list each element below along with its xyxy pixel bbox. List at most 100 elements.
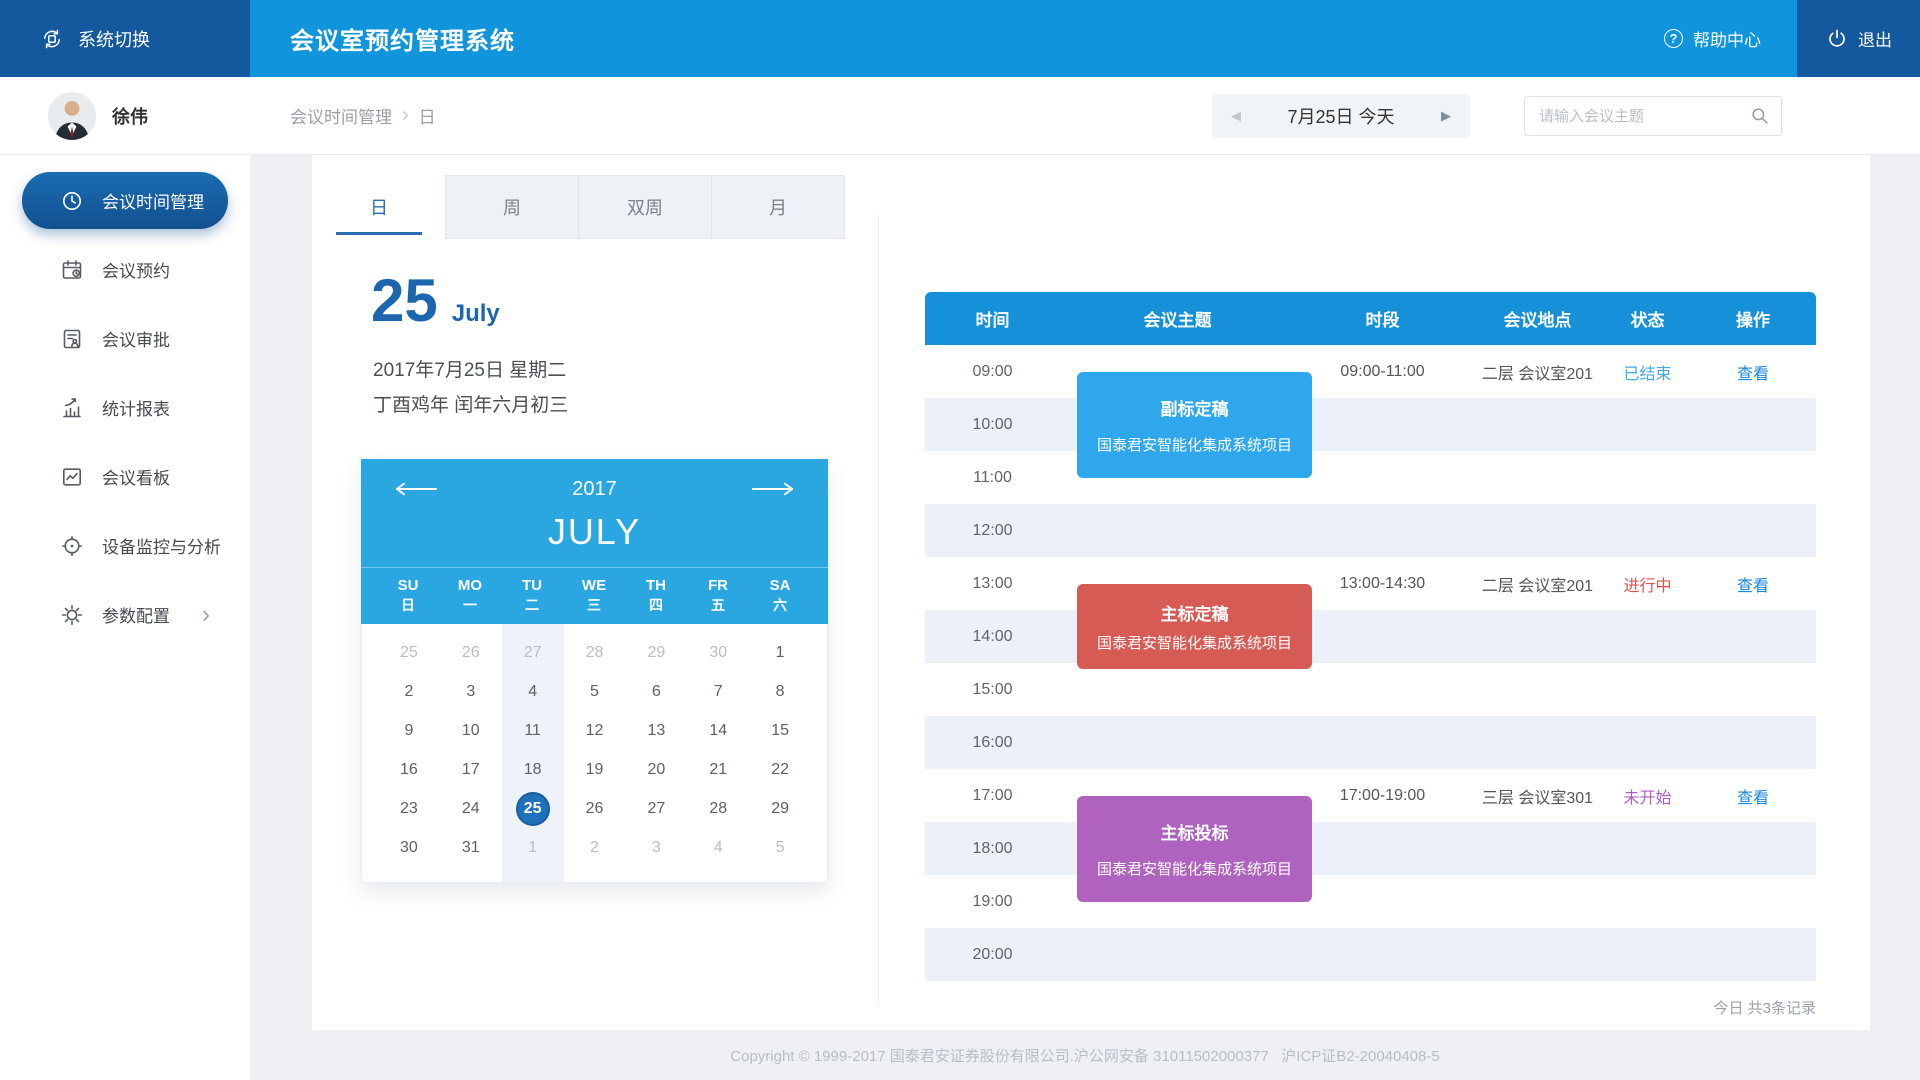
calendar-grid: 25 26 27 28 29 30 1 2 3 4 5 6 7 8 9 10 11 12 13 14 15 16 17 18 1… (361, 623, 828, 883)
calendar-day[interactable]: 15 (749, 722, 811, 740)
long-arrow-right-icon[interactable] (746, 481, 796, 497)
hour-label: 14:00 (972, 627, 1013, 645)
calendar-day[interactable]: 30 (687, 644, 749, 662)
calendar-day-selected[interactable]: 25 (502, 792, 564, 827)
sidebar-item-meeting-approval[interactable]: 会议审批 (22, 310, 228, 367)
calendar-day[interactable]: 18 (502, 761, 564, 779)
calendar-day[interactable]: 17 (440, 761, 502, 779)
meeting-card[interactable]: 主标投标 国泰君安智能化集成系统项目 (1077, 796, 1312, 902)
calendar-day[interactable]: 27 (502, 644, 564, 662)
calendar-day[interactable]: 29 (625, 644, 687, 662)
calendar-weekday: SA 六 (749, 576, 811, 614)
view-link[interactable]: 查看 (1736, 365, 1769, 383)
calendar-day[interactable]: 16 (378, 761, 440, 779)
search-input[interactable] (1525, 97, 1781, 135)
tab-biweek[interactable]: 双周 (578, 175, 712, 239)
table-header-cell: 时段 (1365, 311, 1400, 330)
sidebar-item-parameter-config[interactable]: 参数配置 › (22, 586, 228, 643)
calendar-day[interactable]: 26 (440, 644, 502, 662)
calendar-day[interactable]: 1 (749, 644, 811, 662)
table-header-cell: 操作 (1736, 311, 1770, 330)
calendar-week-row: 25 26 27 28 29 30 1 (378, 634, 811, 673)
calendar-weekday: SU 日 (377, 576, 439, 614)
chevron-right-icon: › (202, 600, 210, 628)
calendar-day[interactable]: 12 (564, 722, 626, 740)
view-link[interactable]: 查看 (1736, 789, 1769, 807)
logout-button[interactable]: 退出 (1797, 0, 1920, 77)
tab-week[interactable]: 周 (445, 175, 579, 239)
calendar-day[interactable]: 19 (564, 761, 626, 779)
calendar-day[interactable]: 25 (378, 644, 440, 662)
calendar-day[interactable]: 30 (378, 839, 440, 857)
calendar-day[interactable]: 2 (378, 683, 440, 701)
calendar-day[interactable]: 3 (625, 839, 687, 857)
status-badge: 进行中 (1623, 577, 1672, 595)
calendar-day[interactable]: 7 (687, 683, 749, 701)
chevron-left-icon[interactable]: ◀ (1231, 108, 1241, 123)
calendar-day-number: 3 (651, 839, 661, 857)
sidebar-item-device-monitoring[interactable]: 设备监控与分析 (22, 517, 228, 574)
calendar-day[interactable]: 21 (687, 761, 749, 779)
calendar-day[interactable]: 31 (440, 839, 502, 857)
date-navigator: ◀ 7月25日 今天 ▶ (1212, 94, 1470, 138)
sidebar-item-label: 会议预约 (102, 262, 170, 281)
calendar-day[interactable]: 28 (564, 644, 626, 662)
calendar-day[interactable]: 9 (378, 722, 440, 740)
calendar-day[interactable]: 14 (687, 722, 749, 740)
meeting-card[interactable]: 副标定稿 国泰君安智能化集成系统项目 (1077, 372, 1312, 478)
calendar-day[interactable]: 23 (378, 800, 440, 818)
calendar-day[interactable]: 13 (625, 722, 687, 740)
calendar-day[interactable]: 10 (440, 722, 502, 740)
sidebar-item-meeting-board[interactable]: 会议看板 (22, 448, 228, 505)
long-arrow-left-icon[interactable] (393, 481, 443, 497)
sidebar-item-statistics-report[interactable]: 统计报表 (22, 379, 228, 436)
calendar-day[interactable]: 4 (502, 683, 564, 701)
search-icon[interactable] (1749, 105, 1771, 127)
help-center-button[interactable]: ? 帮助中心 (1664, 0, 1797, 77)
calendar-day[interactable]: 8 (749, 683, 811, 701)
weekday-cn: 三 (587, 596, 601, 613)
calendar-day[interactable]: 20 (625, 761, 687, 779)
weekday-en: WE (581, 577, 607, 594)
meeting-card[interactable]: 主标定稿 国泰君安智能化集成系统项目 (1077, 584, 1312, 669)
breadcrumb-section[interactable]: 会议时间管理 (290, 108, 392, 127)
table-header-cell: 时间 (975, 311, 1010, 330)
calendar-day[interactable]: 24 (440, 800, 502, 818)
calendar-day[interactable]: 5 (564, 683, 626, 701)
calendar-day[interactable]: 6 (625, 683, 687, 701)
meeting-slot: 13:00-14:30 (1339, 574, 1426, 592)
calendar-day[interactable]: 26 (564, 800, 626, 818)
tab-month[interactable]: 月 (711, 175, 845, 239)
calendar-day-number: 15 (771, 722, 789, 740)
system-switch-button[interactable]: 系统切换 (0, 0, 250, 77)
calendar-day-number: 25 (400, 644, 418, 662)
calendar-week-row: 16 17 18 19 20 21 22 (378, 751, 811, 790)
calendar-day[interactable]: 29 (749, 800, 811, 818)
copyright-text: Copyright © 1999-2017 国泰君安证券股份有限公司.沪公网安备… (730, 1047, 1440, 1065)
view-link[interactable]: 查看 (1736, 577, 1769, 595)
calendar-day[interactable]: 2 (564, 839, 626, 857)
calendar-day[interactable]: 4 (687, 839, 749, 857)
calendar-day[interactable]: 28 (687, 800, 749, 818)
tab-label: 周 (503, 198, 521, 218)
hour-label: 20:00 (972, 945, 1013, 963)
app-title: 会议室预约管理系统 (290, 28, 515, 55)
calendar-day-number: 5 (590, 683, 599, 701)
calendar-day-number: 18 (523, 761, 542, 779)
calendar-day[interactable]: 11 (502, 722, 564, 740)
chevron-right-icon[interactable]: ▶ (1441, 108, 1451, 123)
calendar-day-number: 6 (651, 683, 661, 701)
sidebar-item-meeting-time-management[interactable]: 会议时间管理 (22, 172, 228, 229)
weekday-cn: 五 (711, 596, 725, 613)
calendar-day[interactable]: 1 (502, 839, 564, 857)
tab-day[interactable]: 日 (312, 175, 446, 239)
calendar-day[interactable]: 5 (749, 839, 811, 857)
calendar-day[interactable]: 22 (749, 761, 811, 779)
calendar-day-number: 27 (523, 644, 542, 662)
calendar-day[interactable]: 3 (440, 683, 502, 701)
sidebar-item-meeting-booking[interactable]: 会议预约 (22, 241, 228, 298)
logout-label: 退出 (1858, 31, 1892, 50)
calendar-day-number: 28 (585, 644, 604, 662)
calendar-day-number: 9 (404, 722, 414, 740)
calendar-day[interactable]: 27 (625, 800, 687, 818)
